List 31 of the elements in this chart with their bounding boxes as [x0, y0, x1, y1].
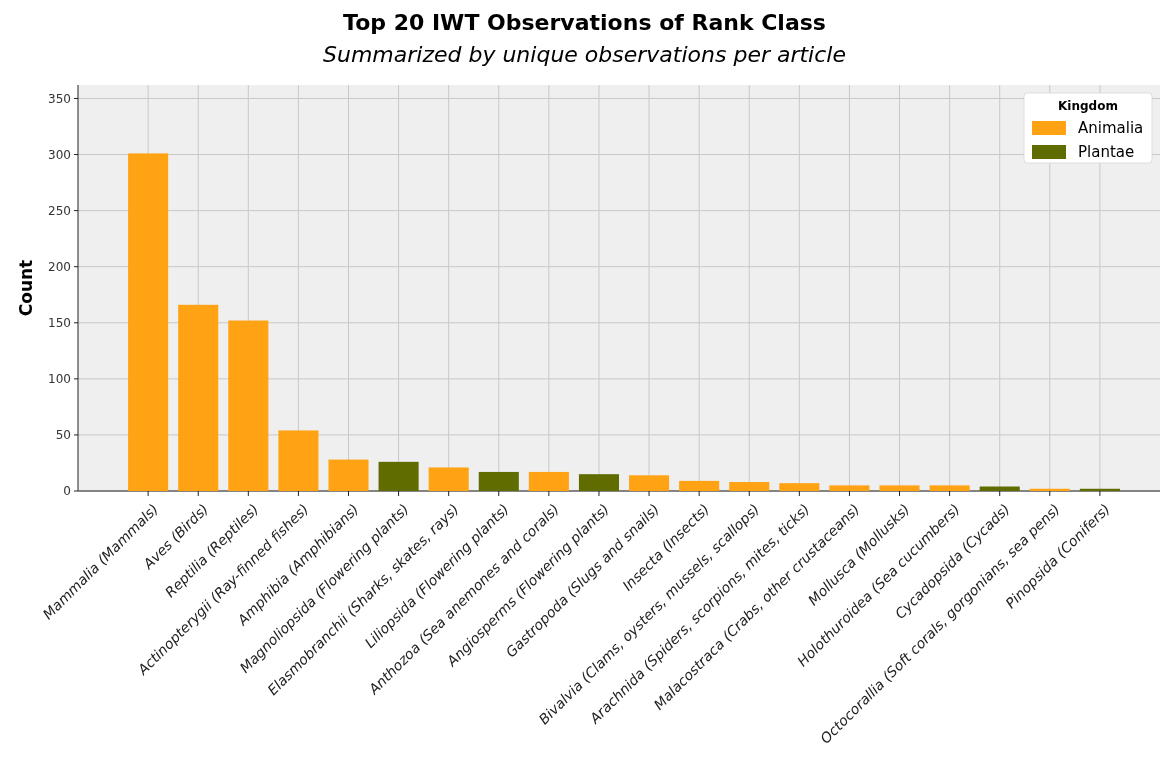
y-tick-label: 200 [48, 259, 71, 274]
legend-label: Plantae [1078, 143, 1135, 162]
bar [378, 461, 419, 491]
y-tick-label: 0 [63, 484, 71, 499]
chart-subtitle: Summarized by unique observations per article [323, 42, 846, 67]
chart-title: Top 20 IWT Observations of Rank Class [343, 10, 826, 35]
bar [829, 485, 870, 491]
legend-label: Animalia [1078, 119, 1144, 138]
bar [929, 485, 970, 491]
bar [478, 471, 519, 491]
bar [128, 153, 169, 491]
y-axis-title: Count [16, 259, 36, 317]
y-tick-label: 350 [48, 91, 71, 106]
bar [729, 482, 770, 491]
y-tick-label: 50 [55, 428, 71, 443]
bar [779, 483, 820, 491]
legend-title: Kingdom [1058, 99, 1118, 113]
bar [629, 475, 670, 491]
bar [228, 320, 269, 491]
y-tick-label: 300 [48, 147, 71, 162]
bar [879, 485, 920, 491]
bar [528, 471, 569, 491]
bar [278, 430, 319, 491]
bar [679, 480, 720, 491]
y-tick-label: 250 [48, 203, 71, 218]
y-tick-label: 150 [48, 315, 71, 330]
bar [328, 459, 369, 491]
bar [428, 467, 469, 491]
bar [178, 304, 219, 491]
bar [578, 474, 619, 491]
y-tick-label: 100 [48, 372, 71, 387]
